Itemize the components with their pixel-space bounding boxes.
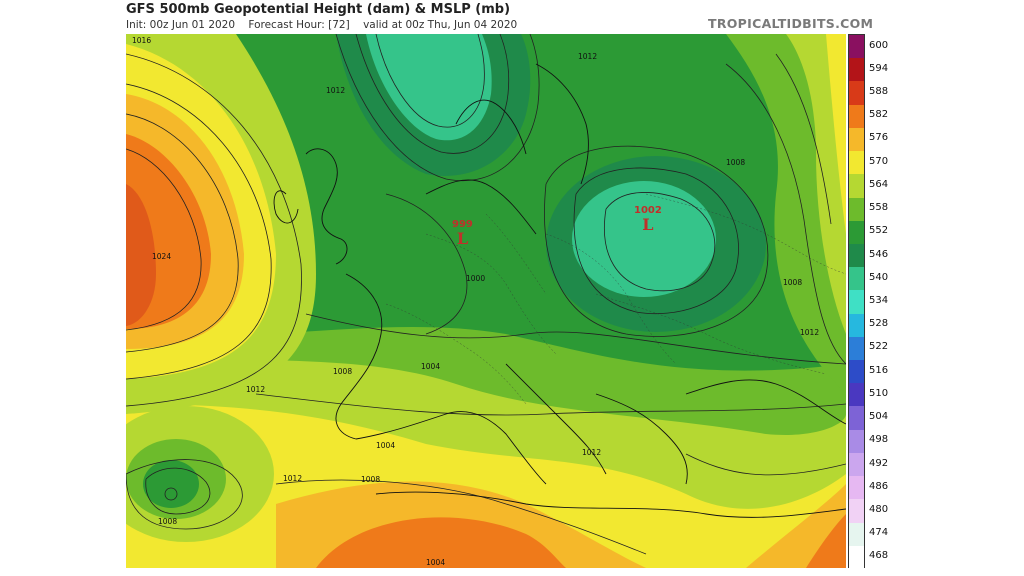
valid-time: valid at 00z Thu, Jun 04 2020: [363, 19, 518, 31]
colorbar-segment: [849, 545, 864, 570]
colorbar-segment: [849, 290, 864, 315]
colorbar-segment: [849, 58, 864, 82]
colorbar-label: 480: [869, 503, 889, 515]
isobar-label: 1004: [421, 362, 441, 371]
isobar-label: 1008: [783, 278, 803, 287]
colorbar-segment: [849, 127, 864, 152]
isobar-label: 1008: [726, 158, 746, 167]
colorbar-label: 576: [869, 132, 889, 144]
isobar-label: 1012: [578, 52, 598, 61]
colorbar-label: 558: [869, 202, 889, 214]
forecast-hour: Forecast Hour: [72]: [248, 19, 350, 31]
coastlines: [273, 63, 846, 518]
low-symbol: L: [456, 229, 469, 248]
colorbar-label: 498: [869, 434, 889, 446]
isobar-label: 1012: [800, 328, 820, 337]
colorbar-segment: [849, 197, 864, 222]
init-time: Init: 00z Jun 01 2020: [126, 19, 236, 31]
isobars: [126, 34, 846, 555]
isobar-label: 1004: [426, 558, 446, 567]
colorbar-segment: [849, 220, 864, 245]
field-570-east: [826, 34, 846, 234]
colorbar-label: 582: [869, 109, 889, 121]
colorbar-label: 546: [869, 248, 889, 260]
colorbar-label: 540: [869, 271, 889, 283]
colorbar-label: 600: [869, 39, 889, 51]
isobar-label: 1008: [361, 475, 381, 484]
isobar-label: 1004: [376, 441, 396, 450]
colorbar-segment: [849, 35, 864, 59]
map-fields: [126, 34, 846, 568]
isobar-label: 1008: [333, 367, 353, 376]
colorbar-label: 594: [869, 62, 889, 74]
isobar-label: 1000: [466, 274, 486, 283]
borders: [385, 193, 846, 405]
low-pressure-value: 1002: [634, 205, 662, 216]
colorbar-segment: [849, 313, 864, 338]
isobar-label: 1016: [132, 36, 152, 45]
isobar-label: 1024: [152, 252, 172, 261]
field-552-cutoff: [143, 460, 199, 508]
field-582-se: [806, 514, 846, 568]
colorbar-label: 588: [869, 86, 889, 98]
chart-subtitle: Init: 00z Jun 01 2020 Forecast Hour: [72…: [126, 19, 517, 31]
colorbar-segment: [849, 476, 864, 500]
colorbar-label: 492: [869, 457, 889, 469]
colorbar-label: 564: [869, 178, 889, 190]
colorbar-label: 570: [869, 155, 889, 167]
colorbar-segment: [849, 267, 864, 291]
isobar-label: 1008: [158, 517, 178, 526]
colorbar: [848, 34, 865, 570]
weather-map[interactable]: 999 L 1002 L 1016 1024 1012 1000 1004 10…: [126, 34, 846, 568]
site-credit: TROPICALTIDBITS.COM: [708, 16, 874, 31]
colorbar-segment: [849, 151, 864, 175]
low-symbol: L: [642, 215, 654, 234]
chart-title: GFS 500mb Geopotential Height (dam) & MS…: [126, 2, 511, 17]
colorbar-label: 522: [869, 341, 889, 353]
isobar-label: 1012: [246, 385, 266, 394]
colorbar-segment: [849, 383, 864, 407]
colorbar-label: 534: [869, 295, 889, 306]
field-540-east-low: [572, 181, 716, 297]
low-pressure-value: 999: [452, 219, 473, 230]
colorbar-segment: [849, 81, 864, 106]
colorbar-label: 528: [869, 318, 889, 330]
field-564-east: [786, 34, 846, 334]
low-pressure-center: 1002 L: [634, 206, 662, 233]
colorbar-label: 510: [869, 387, 889, 399]
low-pressure-center: 999 L: [452, 220, 473, 247]
colorbar-segment: [849, 174, 864, 198]
colorbar-segment: [849, 336, 864, 361]
colorbar-segment: [849, 360, 864, 384]
colorbar-label: 468: [869, 550, 889, 562]
colorbar-label: 516: [869, 364, 889, 376]
colorbar-segment: [849, 243, 864, 268]
colorbar-segment: [849, 406, 864, 431]
field-582: [316, 517, 566, 568]
colorbar-label: 504: [869, 411, 889, 423]
colorbar-segment: [849, 104, 864, 129]
colorbar-segment: [849, 452, 864, 477]
colorbar-segment: [849, 522, 864, 547]
isobar-label: 1012: [283, 474, 303, 483]
field-588-west: [126, 184, 156, 326]
colorbar-segment: [849, 499, 864, 524]
colorbar-label: 486: [869, 480, 889, 492]
colorbar-label: 552: [869, 225, 889, 237]
colorbar-segment: [849, 429, 864, 454]
isobar-label: 1012: [326, 86, 346, 95]
isobar-label: 1012: [582, 448, 602, 457]
field-540-north: [366, 34, 492, 141]
colorbar-label: 474: [869, 527, 889, 539]
